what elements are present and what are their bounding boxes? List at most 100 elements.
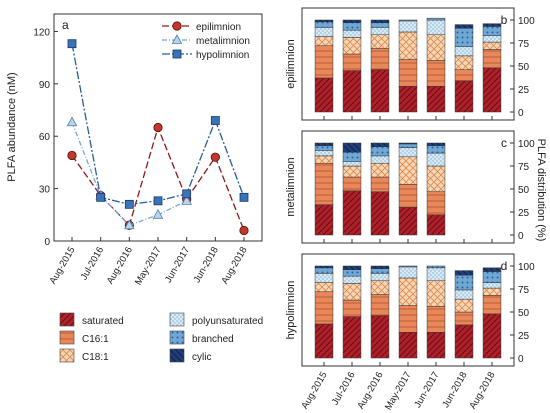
- bar-segment: [342, 22, 362, 31]
- x-tick-label: Aug-2016: [105, 245, 135, 286]
- bar-segment: [398, 31, 418, 60]
- series-hypolimnion: [67, 39, 249, 209]
- bar-segment: [398, 85, 418, 113]
- bar-segment: [426, 85, 446, 113]
- bar-segment: [398, 277, 418, 306]
- data-point: [124, 219, 135, 230]
- panel-label: d: [501, 259, 508, 273]
- y-tick-label: 50: [518, 185, 530, 196]
- legend-label: hypolimnion: [196, 50, 249, 61]
- bar-segment: [370, 294, 390, 316]
- y-tick-label: 60: [39, 132, 51, 143]
- bar-segment: [398, 331, 418, 359]
- bar-segment: [370, 146, 390, 157]
- bar-segment: [398, 207, 418, 236]
- bar-segment: [482, 49, 502, 69]
- bar-segment: [370, 176, 390, 193]
- x-tick-label: Aug-2018: [467, 370, 497, 411]
- fatty-acid-legend: saturated polyunsaturated C16:1 branched C18…: [59, 312, 263, 363]
- x-tick-label: Jul-2016: [79, 245, 107, 282]
- y-tick-label: 25: [518, 331, 530, 342]
- data-point: [181, 194, 192, 205]
- y-tick-label: 30: [39, 185, 51, 196]
- bar-segment: [314, 21, 334, 28]
- shared-right-ylabel: PLFA distribution (%): [535, 139, 547, 242]
- bar-segment: [314, 204, 334, 236]
- data-point: [153, 196, 163, 206]
- bar-segment: [426, 331, 446, 359]
- bar-x-ticks: Aug-2015 Jul-2016Aug-2016May-2017Jun-2017…: [299, 370, 497, 412]
- bar-segment: [426, 265, 446, 269]
- data-point: [210, 152, 220, 162]
- bar-segment: [426, 145, 446, 154]
- bar-segment: [342, 29, 362, 38]
- data-point: [182, 189, 192, 199]
- bar-segment: [342, 176, 362, 192]
- bar-segment: [426, 191, 446, 216]
- bar-segment: [342, 190, 362, 236]
- legend-swatch: [169, 312, 185, 327]
- data-point: [152, 208, 164, 219]
- data-point: [153, 122, 163, 133]
- bar-segment: [426, 267, 446, 281]
- bar-segment: [398, 305, 418, 333]
- y-tick-label: 75: [518, 39, 530, 50]
- y-tick-label: 0: [44, 237, 50, 248]
- bar-segment: [398, 147, 418, 158]
- bar-segment: [482, 287, 502, 296]
- y-tick-label: 0: [518, 354, 524, 365]
- legend-label: C16:1: [82, 334, 109, 345]
- legend-label: branched: [192, 334, 234, 345]
- bar-segment: [342, 265, 362, 270]
- y-tick-label: 75: [518, 162, 530, 173]
- legend-label: C18:1: [82, 352, 109, 363]
- bar-segment: [342, 299, 362, 317]
- bar-segment: [482, 313, 502, 359]
- bar-segment: [454, 274, 474, 291]
- bar-segment: [342, 316, 362, 359]
- bar-segment: [342, 37, 362, 55]
- bar-segment: [342, 19, 362, 24]
- panel-b-stacked-bars: b epilimnion 0 25 50 75 100: [285, 7, 535, 121]
- bar-segment: [454, 55, 474, 70]
- bar-segment: [482, 282, 502, 289]
- data-point: [210, 116, 220, 125]
- bar-segment: [342, 151, 362, 162]
- bar-segment: [370, 48, 390, 70]
- legend-entry: metalimnion: [162, 34, 250, 47]
- bar-segment: [454, 28, 474, 47]
- bar-segment: [342, 161, 362, 167]
- bar-segment: [398, 19, 418, 22]
- legend-swatch: [59, 330, 75, 345]
- bar-segment: [426, 280, 446, 307]
- bar-segment: [370, 191, 390, 236]
- legend-swatch: [169, 330, 185, 345]
- bar-segment: [370, 34, 390, 49]
- x-tick-label: May-2017: [383, 370, 414, 412]
- fa-legend-entry: C16:1: [59, 330, 109, 345]
- y-tick-label: 100: [518, 16, 535, 27]
- panel-a-series: [66, 39, 249, 236]
- fa-legend-entry: polyunsaturated: [169, 312, 263, 327]
- panel-a-label: a: [62, 18, 69, 32]
- bar-segment: [482, 35, 502, 43]
- x-tick-label: Aug-2015: [299, 370, 329, 411]
- bar-segment: [314, 45, 334, 79]
- data-point: [124, 199, 134, 209]
- bar-segment: [398, 59, 418, 87]
- legend-swatch: [59, 312, 75, 327]
- bar-segment: [426, 60, 446, 87]
- panel-label: c: [501, 136, 507, 150]
- x-tick-label: Jun-2018: [440, 370, 469, 410]
- legend-swatch: [169, 348, 185, 363]
- bar-segment: [342, 142, 362, 153]
- bar-segment: [482, 271, 502, 283]
- bar-segment: [482, 23, 502, 27]
- y-tick-label: 50: [518, 62, 530, 73]
- x-tick-label: Jun-2017: [163, 245, 192, 285]
- panel-a-line-chart: a PLFA abundance (nM) 0 30 60 90 120 Aug-201…: [6, 13, 263, 287]
- panel-a-y-ticks: 0 30 60 90 120: [33, 27, 58, 248]
- fa-legend-entry: cylic: [169, 348, 211, 363]
- bar-segment: [314, 162, 334, 205]
